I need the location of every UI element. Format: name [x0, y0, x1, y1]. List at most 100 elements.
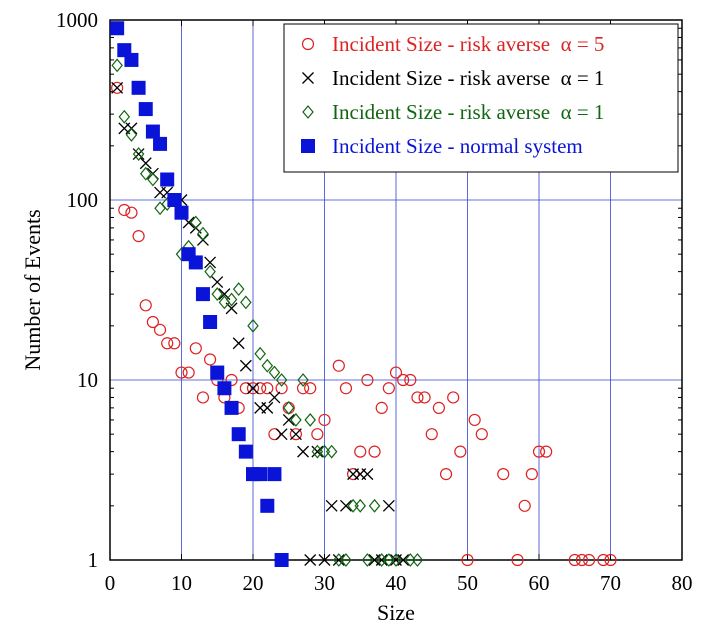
- data-point: [153, 136, 168, 151]
- data-point: [282, 413, 295, 426]
- x-tick-label: 80: [672, 571, 693, 595]
- data-point: [268, 428, 281, 441]
- data-point: [261, 382, 274, 395]
- legend-entry: Incident Size - risk averse α = 1: [302, 66, 604, 90]
- x-tick-label: 20: [243, 571, 264, 595]
- data-point: [368, 445, 381, 458]
- x-tick-label: 0: [105, 571, 116, 595]
- data-point: [597, 553, 610, 567]
- data-point: [525, 468, 538, 481]
- data-point: [111, 81, 124, 94]
- legend-label: Incident Size - risk averse α = 5: [332, 32, 604, 56]
- data-point: [282, 401, 295, 414]
- data-point: [246, 382, 260, 395]
- data-point: [340, 553, 352, 567]
- legend-label: Incident Size - risk averse α = 1: [332, 66, 604, 90]
- data-point: [261, 401, 274, 414]
- data-point: [182, 366, 195, 379]
- data-point: [138, 102, 153, 117]
- data-point: [461, 553, 474, 567]
- data-point: [375, 554, 388, 566]
- data-point: [361, 373, 374, 387]
- data-point: [247, 318, 259, 333]
- data-point: [225, 373, 238, 387]
- x-tick-label: 40: [386, 571, 407, 595]
- data-point: [131, 80, 146, 95]
- legend-entry: Incident Size - risk averse α = 1: [302, 100, 604, 124]
- data-point: [361, 553, 374, 567]
- data-point: [111, 58, 123, 73]
- data-point: [254, 382, 267, 395]
- data-point: [411, 553, 424, 567]
- data-point: [225, 292, 238, 307]
- y-tick-label: 1000: [56, 8, 98, 32]
- data-point: [132, 148, 145, 161]
- data-point: [139, 157, 152, 170]
- data-point: [254, 346, 266, 361]
- data-point: [454, 445, 467, 458]
- data-point: [110, 21, 125, 36]
- data-point: [268, 391, 281, 404]
- data-point: [397, 554, 410, 566]
- data-point: [354, 498, 367, 513]
- data-point: [432, 401, 445, 414]
- data-point: [118, 203, 131, 217]
- data-point: [325, 499, 338, 512]
- data-point: [204, 264, 216, 279]
- series-4: [110, 21, 289, 567]
- data-point: [325, 444, 338, 459]
- legend-box: [283, 23, 679, 173]
- data-point: [232, 337, 245, 350]
- data-point: [231, 427, 246, 442]
- data-points: [110, 21, 617, 567]
- data-point: [175, 366, 188, 379]
- data-point: [167, 193, 182, 207]
- data-point: [411, 391, 424, 404]
- data-point: [439, 468, 453, 481]
- data-point: [240, 295, 252, 310]
- data-point: [339, 499, 352, 512]
- data-point: [425, 428, 438, 441]
- x-tick-label: 50: [457, 571, 478, 595]
- data-point: [253, 467, 268, 482]
- data-point: [125, 127, 138, 142]
- data-point: [354, 445, 367, 458]
- data-point: [282, 400, 295, 415]
- data-point: [582, 553, 596, 567]
- data-point: [139, 166, 152, 181]
- data-point: [232, 282, 245, 297]
- data-point: [397, 373, 410, 387]
- data-point: [382, 499, 395, 512]
- data-point: [203, 315, 218, 330]
- data-point: [210, 365, 225, 380]
- data-point: [145, 124, 160, 139]
- data-point: [139, 299, 152, 312]
- data-point: [188, 255, 203, 270]
- y-axis-title: Number of Events: [20, 209, 45, 370]
- data-point: [318, 413, 331, 427]
- legend-entry: Incident Size - normal system: [301, 134, 583, 158]
- data-point: [375, 401, 388, 414]
- data-point: [168, 337, 181, 350]
- data-point: [146, 315, 159, 329]
- data-point: [532, 445, 546, 458]
- data-point: [511, 553, 524, 567]
- data-point: [297, 373, 309, 387]
- data-point: [318, 554, 331, 566]
- data-point: [389, 366, 403, 379]
- data-point: [125, 206, 138, 219]
- data-point: [132, 230, 145, 243]
- legend-entry: Incident Size - risk averse α = 5: [301, 32, 604, 56]
- data-point: [361, 468, 374, 481]
- data-point: [339, 382, 353, 395]
- data-point: [238, 444, 253, 459]
- x-tick-label: 10: [171, 571, 192, 595]
- data-point: [211, 276, 224, 289]
- legend-marker: [302, 72, 314, 84]
- legend-marker: [301, 139, 315, 153]
- y-tick-label: 100: [67, 188, 99, 212]
- data-point: [147, 172, 159, 187]
- data-point: [347, 468, 360, 481]
- x-tick-label: 60: [529, 571, 550, 595]
